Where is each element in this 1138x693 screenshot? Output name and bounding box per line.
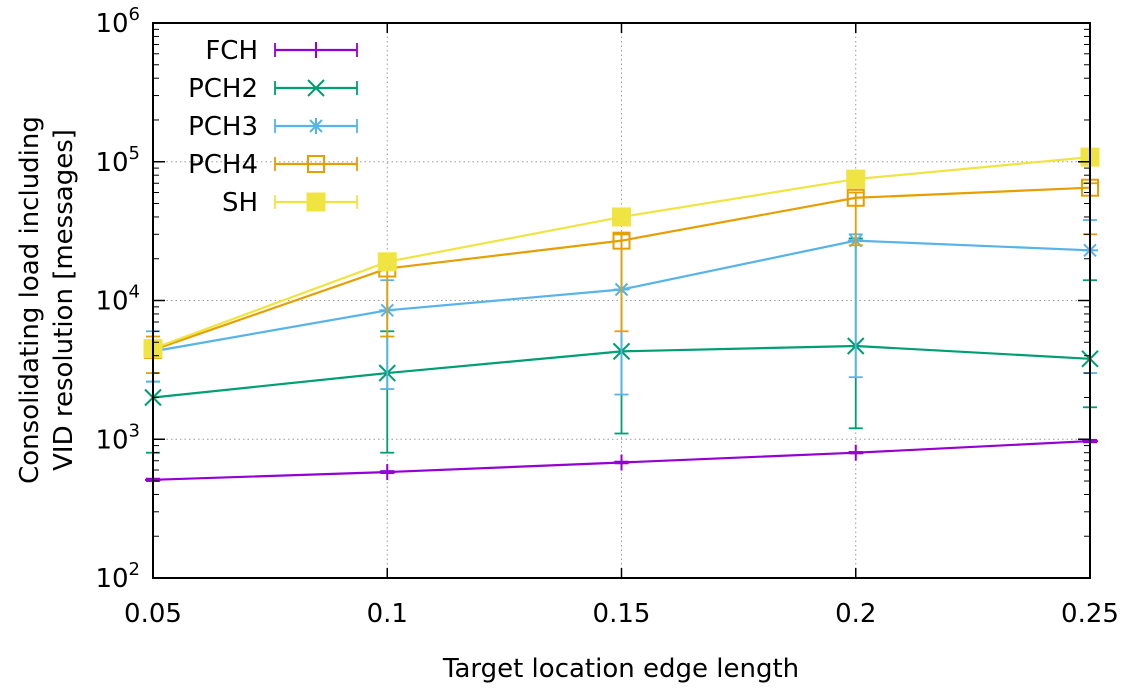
series-fch-point xyxy=(613,454,630,471)
series-sh-point xyxy=(846,169,866,189)
marker-stroke xyxy=(846,169,866,189)
y-tick-label: 105 xyxy=(95,143,140,178)
x-axis-label: Target location edge length xyxy=(442,654,799,684)
legend-label: SH xyxy=(222,188,258,218)
x-tick-label: 0.2 xyxy=(835,599,876,629)
series-fch-point xyxy=(379,464,396,481)
tick-labels: 0.05 0.1 0.15 0.2 0.25 102 103 104 105 106 xyxy=(95,4,1118,629)
x-tick-label: 0.05 xyxy=(124,599,182,629)
series-sh-point xyxy=(377,252,397,272)
marker-stroke xyxy=(309,119,323,133)
y-tick-label: 106 xyxy=(95,4,140,39)
legend-marker xyxy=(307,155,325,173)
series-pch4-line xyxy=(152,186,1091,352)
marker-stroke xyxy=(306,192,326,212)
series-fch xyxy=(145,433,1098,488)
legend-item-sh: SH xyxy=(222,188,358,218)
x-tick-label: 0.1 xyxy=(367,599,408,629)
axis-ticks xyxy=(152,22,1091,579)
y-tick-label: 103 xyxy=(95,420,140,455)
marker-stroke xyxy=(612,231,631,250)
y-tick-label: 102 xyxy=(95,559,140,594)
legend-item-pch3: PCH3 xyxy=(188,112,358,142)
legend-marker xyxy=(306,192,326,212)
legend-label: FCH xyxy=(205,36,258,66)
marker-stroke xyxy=(307,79,325,97)
legend-label: PCH2 xyxy=(188,74,258,104)
legend-label: PCH4 xyxy=(188,150,258,180)
y-axis-label-line2: VID resolution [messages] xyxy=(49,129,79,471)
series-fch-point xyxy=(847,444,864,461)
legend-item-fch: FCH xyxy=(205,36,358,66)
series-sh-point xyxy=(612,207,631,227)
series-pch4-point xyxy=(612,231,631,250)
legend-marker xyxy=(308,42,324,58)
marker-stroke xyxy=(307,155,325,173)
y-axis-label-line1: Consolidating load including xyxy=(15,116,45,484)
legend-marker xyxy=(307,79,325,97)
legend-label: PCH3 xyxy=(188,112,258,142)
legend-item-pch2: PCH2 xyxy=(188,74,358,104)
legend: FCH PCH2 PCH3 PCH4 SH xyxy=(188,36,358,218)
legend-item-pch4: PCH4 xyxy=(188,150,358,180)
x-tick-label: 0.15 xyxy=(593,599,651,629)
marker-stroke xyxy=(377,252,397,272)
marker-stroke xyxy=(846,188,865,207)
legend-marker xyxy=(308,118,324,134)
marker-stroke xyxy=(612,207,631,227)
y-tick-label: 104 xyxy=(95,282,140,317)
x-tick-label: 0.25 xyxy=(1061,599,1119,629)
series-pch4-point xyxy=(846,188,865,207)
